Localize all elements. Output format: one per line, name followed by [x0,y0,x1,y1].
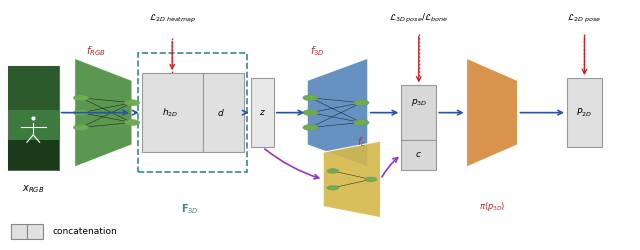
FancyBboxPatch shape [8,66,59,110]
FancyBboxPatch shape [567,78,602,147]
Text: $x_{RGB}$: $x_{RGB}$ [22,184,44,195]
Circle shape [303,124,318,130]
Text: $\mathcal{L}_{2D\ heatmap}$: $\mathcal{L}_{2D\ heatmap}$ [148,13,196,25]
Circle shape [327,186,339,190]
FancyBboxPatch shape [401,140,436,170]
FancyBboxPatch shape [401,86,436,140]
Text: $p_{3D}$: $p_{3D}$ [411,97,427,108]
Circle shape [354,100,369,106]
Circle shape [74,124,89,130]
Text: $\mathbf{F}_{3D}$: $\mathbf{F}_{3D}$ [180,202,198,216]
Text: $f_{3D}$: $f_{3D}$ [310,44,324,58]
Circle shape [303,110,318,116]
FancyBboxPatch shape [8,66,59,170]
Circle shape [303,95,318,101]
Text: concatenation: concatenation [52,227,117,236]
Text: 🧍: 🧍 [29,113,37,127]
Text: $P_{2D}$: $P_{2D}$ [577,106,593,119]
Text: $\mathcal{L}_{3D\ pose}$/$\mathcal{L}_{bone}$: $\mathcal{L}_{3D\ pose}$/$\mathcal{L}_{b… [389,12,448,25]
FancyBboxPatch shape [203,73,244,152]
Circle shape [327,169,339,173]
FancyBboxPatch shape [252,78,274,147]
Polygon shape [467,58,518,167]
Polygon shape [75,58,132,167]
FancyBboxPatch shape [8,140,59,170]
Text: $d$: $d$ [217,107,225,118]
Text: $c$: $c$ [415,150,422,159]
Polygon shape [307,58,368,167]
Text: $z$: $z$ [259,108,266,117]
Circle shape [124,100,140,106]
FancyBboxPatch shape [8,66,59,170]
Text: $f_c$: $f_c$ [357,136,366,149]
FancyBboxPatch shape [27,224,43,239]
FancyBboxPatch shape [141,73,203,152]
Circle shape [124,120,140,126]
Text: $\mathcal{L}_{2D\ pose}$: $\mathcal{L}_{2D\ pose}$ [568,13,602,25]
Circle shape [74,110,89,116]
Circle shape [354,120,369,126]
Circle shape [74,95,89,101]
Text: $\pi(p_{3D})$: $\pi(p_{3D})$ [479,200,505,213]
Polygon shape [323,141,381,218]
Text: $h_{2D}$: $h_{2D}$ [162,106,179,119]
FancyBboxPatch shape [11,224,27,239]
Text: $f_{RGB}$: $f_{RGB}$ [86,44,106,58]
Circle shape [365,177,377,182]
